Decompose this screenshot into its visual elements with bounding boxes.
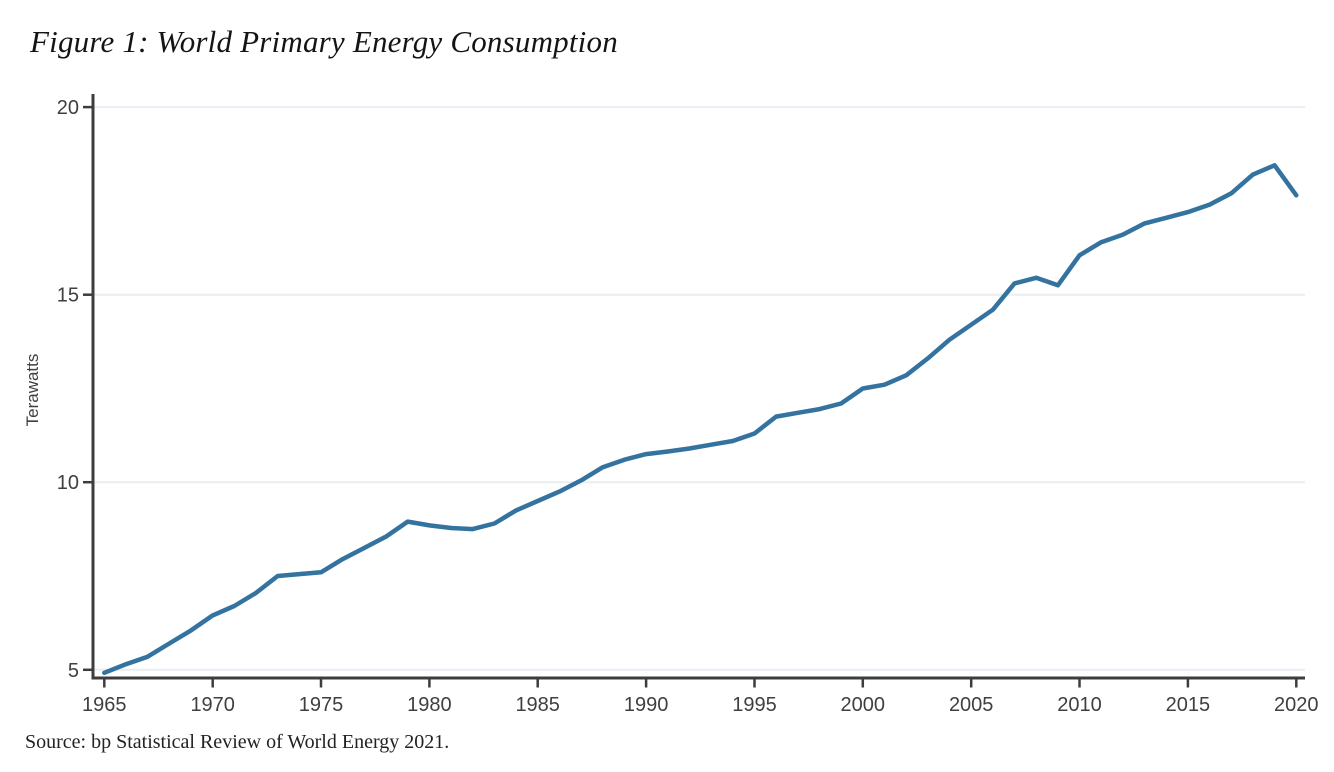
y-tick-label: 15 bbox=[57, 285, 79, 307]
y-tick-label: 10 bbox=[57, 472, 79, 494]
energy-consumption-line bbox=[102, 163, 1299, 676]
y-tick-label: 20 bbox=[57, 97, 79, 119]
x-tick-label: 1965 bbox=[82, 694, 127, 716]
y-axis-title: Terawatts bbox=[23, 354, 42, 427]
x-tick-label: 1985 bbox=[515, 694, 560, 716]
x-tick-label: 2010 bbox=[1057, 694, 1102, 716]
x-tick-label: 1990 bbox=[624, 694, 669, 716]
x-tick-label: 2000 bbox=[841, 694, 886, 716]
x-tick-label: 2015 bbox=[1166, 694, 1211, 716]
x-tick-label: 1995 bbox=[732, 694, 777, 716]
source-note: Source: bp Statistical Review of World E… bbox=[25, 731, 450, 753]
x-tick-label: 1980 bbox=[407, 694, 452, 716]
y-tick-label: 5 bbox=[68, 660, 79, 682]
figure-title: Figure 1: World Primary Energy Consumpti… bbox=[30, 24, 618, 59]
x-tick-label: 2005 bbox=[949, 694, 994, 716]
x-tick-label: 2020 bbox=[1274, 694, 1319, 716]
x-tick-label: 1975 bbox=[299, 694, 344, 716]
x-tick-label: 1970 bbox=[190, 694, 235, 716]
